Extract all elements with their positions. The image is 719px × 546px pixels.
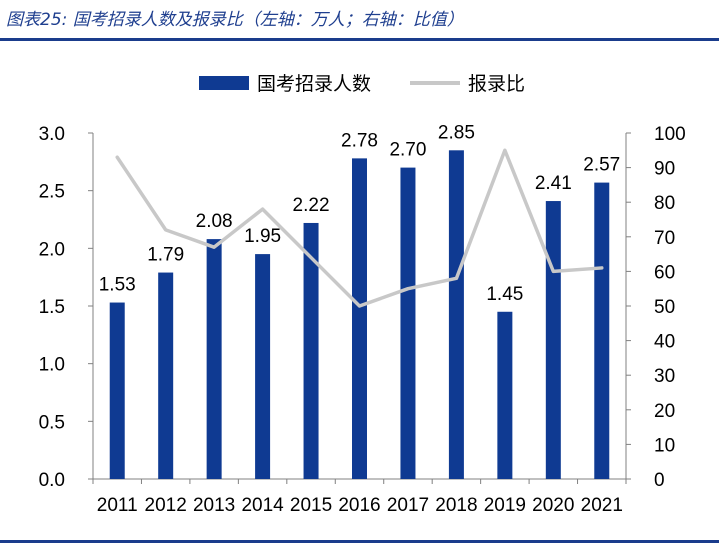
- bar: [497, 311, 513, 479]
- right-tick-label: 80: [654, 193, 675, 214]
- bar: [303, 222, 319, 479]
- right-tick-label: 20: [654, 401, 675, 422]
- right-tick-label: 0: [654, 470, 665, 491]
- x-tick-label: 2012: [145, 495, 187, 516]
- bar-value-label: 1.45: [486, 284, 523, 305]
- bar-value-label: 2.41: [535, 173, 572, 194]
- bar-value-label: 2.85: [438, 122, 475, 143]
- x-tick-label: 2014: [241, 495, 284, 516]
- bar: [594, 182, 610, 480]
- bar: [400, 167, 416, 479]
- right-tick-label: 30: [654, 366, 675, 387]
- x-tick-label: 2011: [97, 495, 138, 516]
- data-labels: 1.53 1.79 2.08 1.95 2.22 2.78 2.70 2.85 1.45 2.41…: [99, 122, 621, 304]
- bar-value-label: 2.57: [583, 155, 620, 176]
- legend: 国考招录人数 报录比: [199, 73, 525, 95]
- left-tick-label: 1.5: [39, 297, 65, 318]
- x-tick-label: 2020: [532, 495, 574, 516]
- bar-value-label: 2.22: [293, 195, 330, 216]
- top-rule: [0, 38, 719, 41]
- x-tick-label: 2016: [338, 495, 380, 516]
- legend-label-line: 报录比: [468, 73, 525, 95]
- x-tick-label: 2015: [290, 495, 332, 516]
- bar-value-label: 2.08: [196, 211, 233, 232]
- bar: [448, 150, 464, 480]
- right-tick-label: 10: [654, 435, 675, 456]
- bar-value-label: 1.53: [99, 275, 136, 296]
- bar: [109, 302, 125, 479]
- x-tick-label: 2017: [387, 495, 429, 516]
- left-tick-label: 3.0: [39, 124, 65, 145]
- bar: [352, 158, 367, 479]
- right-tick-label: 100: [654, 124, 686, 145]
- right-tick-label: 90: [654, 159, 675, 180]
- x-tick-label: 2021: [581, 495, 623, 516]
- bar: [206, 239, 222, 479]
- legend-swatch-bars: [199, 76, 249, 90]
- right-tick-label: 40: [654, 332, 675, 353]
- left-tick-label: 2.5: [39, 182, 65, 203]
- right-tick-label: 60: [654, 262, 675, 283]
- bar: [158, 272, 174, 479]
- bar: [545, 201, 561, 479]
- right-tick-label: 70: [654, 228, 675, 249]
- legend-label-bars: 国考招录人数: [257, 73, 371, 95]
- x-tick-label: 2013: [193, 495, 235, 516]
- bar-value-label: 2.78: [341, 130, 378, 151]
- bottom-rule: [0, 540, 719, 543]
- bar-value-label: 1.79: [147, 245, 184, 266]
- bar-series: [109, 150, 610, 480]
- left-tick-label: 1.0: [39, 355, 65, 376]
- ratio-line: [115, 148, 604, 308]
- x-tick-label: 2018: [435, 495, 477, 516]
- left-tick-label: 2.0: [39, 239, 65, 260]
- axes: 0.0 0.5 1.0 1.5 2.0 2.5 3.0 0 10 20 30 40 50 60 70 80 90…: [39, 124, 686, 516]
- bar-value-label: 2.70: [389, 140, 426, 161]
- figure-title: 图表25: 国考招录人数及报录比（左轴：万人；右轴：比值）: [6, 10, 464, 30]
- x-tick-label: 2019: [484, 495, 526, 516]
- left-tick-label: 0.5: [39, 412, 65, 433]
- right-tick-label: 50: [654, 297, 675, 318]
- bar-value-label: 1.95: [244, 226, 281, 247]
- bar: [255, 254, 271, 479]
- left-tick-label: 0.0: [39, 470, 65, 491]
- line-series: [115, 148, 604, 308]
